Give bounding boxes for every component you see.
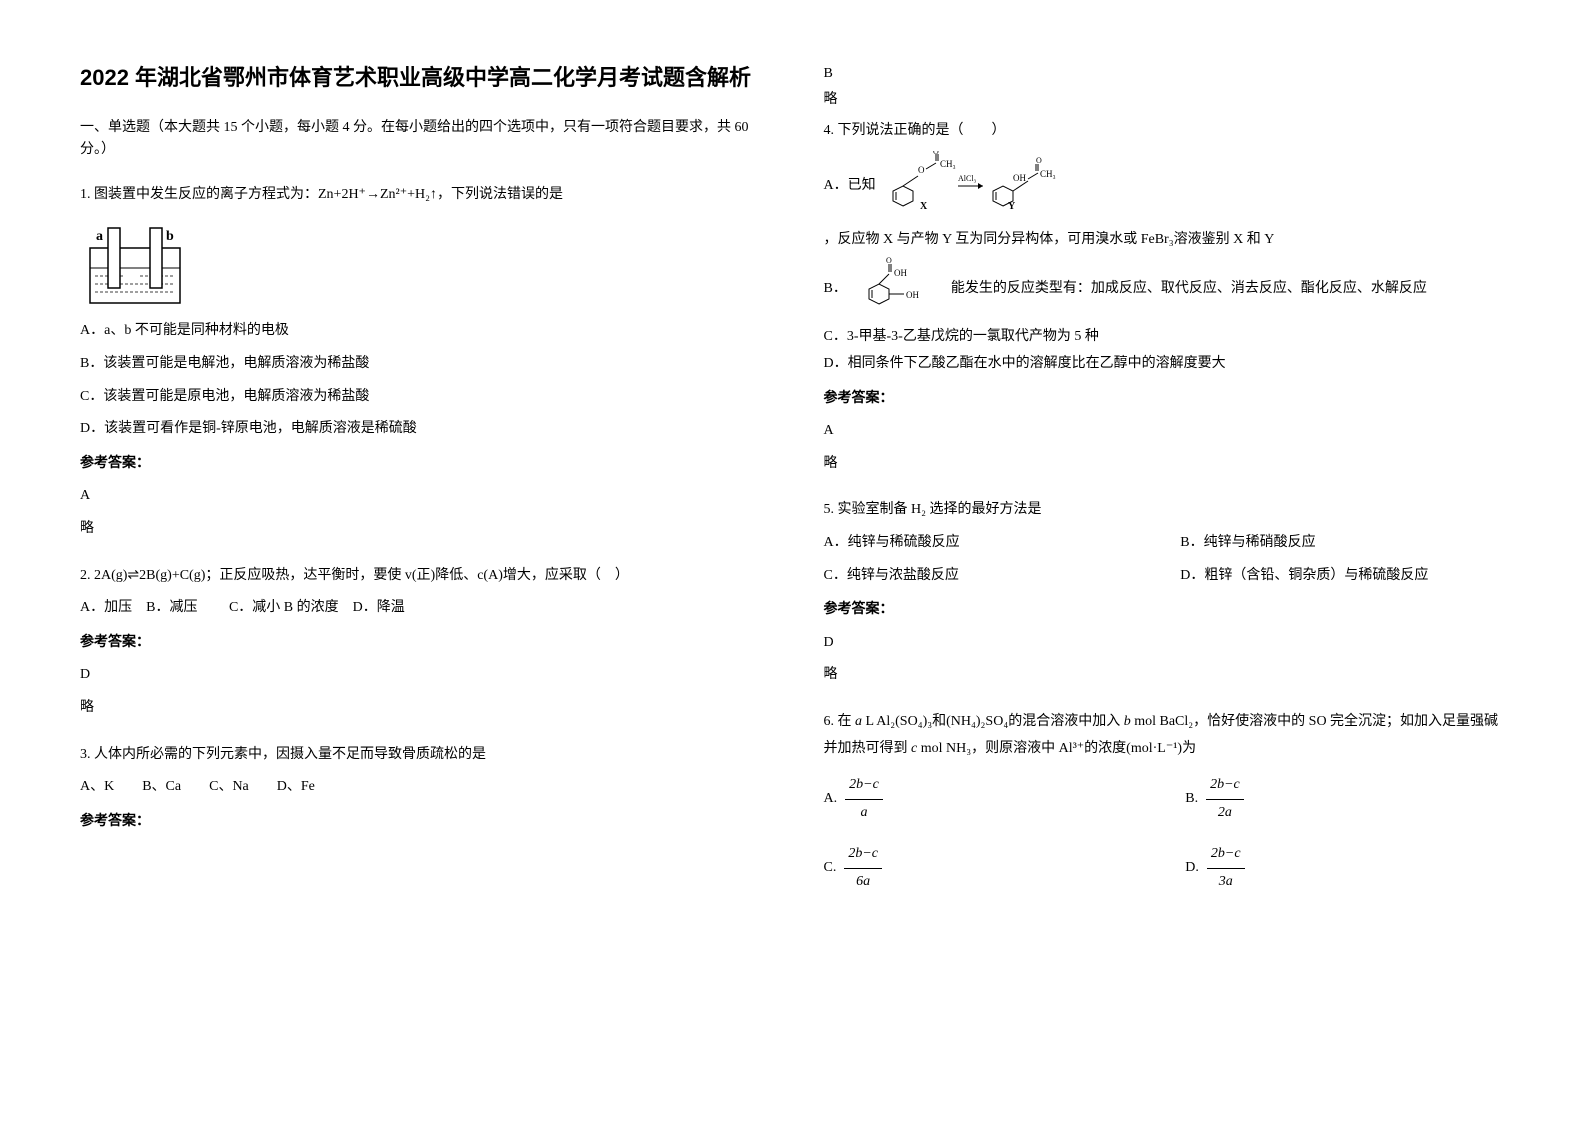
q6-c-num: 2b−c xyxy=(844,841,882,869)
q6-d-den: 3a xyxy=(1207,869,1245,896)
svg-text:OH: OH xyxy=(1013,173,1026,183)
q1-opt-a: A．a、b 不可能是同种材料的电极 xyxy=(80,318,764,345)
q6-opt-d: D. 2b−c 3a xyxy=(1185,841,1507,895)
q5-opt-d: D．粗锌（含铅、铜杂质）与稀硫酸反应 xyxy=(1180,563,1507,590)
q2-text: 2. 2A(g)⇌2B(g)+C(g)；正反应吸热，达平衡时，要使 v(正)降低… xyxy=(80,563,764,590)
svg-text:CH₃: CH₃ xyxy=(1040,169,1056,179)
q6-a-frac: 2b−c a xyxy=(845,772,883,826)
q4-opt-d: D．相同条件下乙酸乙酯在水中的溶解度比在乙醇中的溶解度要大 xyxy=(824,351,1508,378)
q3-note: 略 xyxy=(824,88,1508,108)
q6-b-num: 2b−c xyxy=(1206,772,1244,800)
q1-opt-b: B．该装置可能是电解池，电解质溶液为稀盐酸 xyxy=(80,351,764,378)
q4-text: 4. 下列说法正确的是（ ） xyxy=(824,118,1508,145)
q1-opt-d: D．该装置可看作是铜-锌原电池，电解质溶液是稀硫酸 xyxy=(80,416,764,443)
q1-answer-label: 参考答案： xyxy=(80,451,764,478)
q3-answer: B xyxy=(824,66,1508,82)
q6-a-den: a xyxy=(845,800,883,827)
q6-c-den: 6a xyxy=(844,869,882,896)
diagram-label-a: a xyxy=(96,229,103,244)
q5-note: 略 xyxy=(824,662,1508,689)
q6-opt-a: A. 2b−c a xyxy=(824,772,1146,826)
svg-text:O: O xyxy=(933,151,939,156)
q1-text: 1. 图装置中发生反应的离子方程式为：Zn+2H⁺→Zn²⁺+H₂↑，下列说法错… xyxy=(80,182,764,209)
q4-struct-b: O OH OH xyxy=(859,254,939,325)
q2-answer: D xyxy=(80,662,764,689)
q1-answer: A xyxy=(80,483,764,510)
q5-opt-b: B．纯锌与稀硝酸反应 xyxy=(1180,530,1507,557)
svg-text:O: O xyxy=(886,256,892,265)
q5-text: 5. 实验室制备 H₂ 选择的最好方法是 xyxy=(824,497,1508,524)
q4-opt-b: B． O OH OH 能发生的反应类型有：加成反应、取代反应、消去反应、酯化反应… xyxy=(824,254,1508,325)
q1-opt-c: C．该装置可能是原电池，电解质溶液为稀盐酸 xyxy=(80,384,764,411)
q6-opt-b: B. 2b−c 2a xyxy=(1185,772,1507,826)
q6-text: 6. 在 a L Al₂(SO₄)₃和(NH₄)₂SO₄的混合溶液中加入 b m… xyxy=(824,709,1508,762)
svg-text:Y: Y xyxy=(1008,201,1016,211)
q6-opt-c: C. 2b−c 6a xyxy=(824,841,1146,895)
q6-c-frac: 2b−c 6a xyxy=(844,841,882,895)
q6-a-label: A. xyxy=(824,786,838,813)
q4-b-pre: B． xyxy=(824,276,847,303)
q6-var-b: b xyxy=(1124,714,1131,729)
q2-note: 略 xyxy=(80,695,764,722)
q6-b-den: 2a xyxy=(1206,800,1244,827)
diagram-label-b: b xyxy=(166,229,174,244)
svg-text:CH₃: CH₃ xyxy=(940,159,956,169)
q4-struct-xy: O O CH₃ X AlCl₃ OH O xyxy=(888,151,1068,222)
q4-note: 略 xyxy=(824,451,1508,478)
q4-a-post: ，反应物 X 与产物 Y 互为同分异构体，可用溴水或 FeBr₃溶液鉴别 X 和… xyxy=(824,227,1275,254)
q2-opts: A．加压 B．减压 C．减小 B 的浓度 D．降温 xyxy=(80,595,764,622)
question-2: 2. 2A(g)⇌2B(g)+C(g)；正反应吸热，达平衡时，要使 v(正)降低… xyxy=(80,563,764,722)
q6-d-label: D. xyxy=(1185,855,1199,882)
question-6: 6. 在 a L Al₂(SO₄)₃和(NH₄)₂SO₄的混合溶液中加入 b m… xyxy=(824,709,1508,896)
svg-text:X: X xyxy=(920,201,928,211)
question-3: 3. 人体内所必需的下列元素中，因摄入量不足而导致骨质疏松的是 A、K B、Ca… xyxy=(80,742,764,836)
section-1-header: 一、单选题（本大题共 15 个小题，每小题 4 分。在每小题给出的四个选项中，只… xyxy=(80,117,764,162)
svg-text:OH: OH xyxy=(906,290,919,300)
svg-text:O: O xyxy=(1036,156,1042,165)
q6-c-label: C. xyxy=(824,855,837,882)
right-column: B 略 4. 下列说法正确的是（ ） A．已知 O O CH₃ X xyxy=(824,60,1508,1062)
left-column: 2022 年湖北省鄂州市体育艺术职业高级中学高二化学月考试题含解析 一、单选题（… xyxy=(80,60,764,1062)
q5-opt-a: A．纯锌与稀硫酸反应 xyxy=(824,530,1151,557)
q5-opt-c: C．纯锌与浓盐酸反应 xyxy=(824,563,1151,590)
q6-d-frac: 2b−c 3a xyxy=(1207,841,1245,895)
q5-answer: D xyxy=(824,630,1508,657)
svg-text:O: O xyxy=(918,165,925,175)
q1-diagram: a b xyxy=(80,218,190,308)
q4-opt-c: C．3-甲基-3-乙基戊烷的一氯取代产物为 5 种 xyxy=(824,324,1508,351)
q6-mid1: L Al₂(SO₄)₃和(NH₄)₂SO₄的混合溶液中加入 xyxy=(862,714,1124,729)
q6-d-num: 2b−c xyxy=(1207,841,1245,869)
q6-pre: 6. 在 xyxy=(824,714,856,729)
q4-opt-a: A．已知 O O CH₃ X AlCl₃ xyxy=(824,151,1508,254)
q6-var-a: a xyxy=(855,714,862,729)
q6-options: A. 2b−c a B. 2b−c 2a C. 2b−c 6a xyxy=(824,772,1508,895)
question-4: 4. 下列说法正确的是（ ） A．已知 O O CH₃ X AlC xyxy=(824,118,1508,477)
svg-text:OH: OH xyxy=(894,268,907,278)
q6-a-num: 2b−c xyxy=(845,772,883,800)
beaker-svg: a b xyxy=(80,218,190,308)
q5-options: A．纯锌与稀硫酸反应 B．纯锌与稀硝酸反应 C．纯锌与浓盐酸反应 D．粗锌（含铅… xyxy=(824,530,1508,589)
q2-answer-label: 参考答案： xyxy=(80,630,764,657)
question-5: 5. 实验室制备 H₂ 选择的最好方法是 A．纯锌与稀硫酸反应 B．纯锌与稀硝酸… xyxy=(824,497,1508,689)
q5-answer-label: 参考答案： xyxy=(824,597,1508,624)
q6-b-frac: 2b−c 2a xyxy=(1206,772,1244,826)
svg-text:AlCl₃: AlCl₃ xyxy=(958,174,977,183)
q1-note: 略 xyxy=(80,516,764,543)
q3-opts: A、K B、Ca C、Na D、Fe xyxy=(80,774,764,801)
q6-mid3: mol NH₃，则原溶液中 Al³⁺的浓度(mol·L⁻¹)为 xyxy=(917,741,1196,756)
q3-text: 3. 人体内所必需的下列元素中，因摄入量不足而导致骨质疏松的是 xyxy=(80,742,764,769)
q1-options: A．a、b 不可能是同种材料的电极 B．该装置可能是电解池，电解质溶液为稀盐酸 … xyxy=(80,318,764,442)
q4-answer: A xyxy=(824,418,1508,445)
page-title: 2022 年湖北省鄂州市体育艺术职业高级中学高二化学月考试题含解析 xyxy=(80,60,764,92)
q3-answer-label: 参考答案： xyxy=(80,809,764,836)
q4-answer-label: 参考答案： xyxy=(824,386,1508,413)
q4-a-pre: A．已知 xyxy=(824,173,876,200)
q4-b-post: 能发生的反应类型有：加成反应、取代反应、消去反应、酯化反应、水解反应 xyxy=(951,276,1427,303)
q6-b-label: B. xyxy=(1185,786,1198,813)
question-1: 1. 图装置中发生反应的离子方程式为：Zn+2H⁺→Zn²⁺+H₂↑，下列说法错… xyxy=(80,182,764,543)
